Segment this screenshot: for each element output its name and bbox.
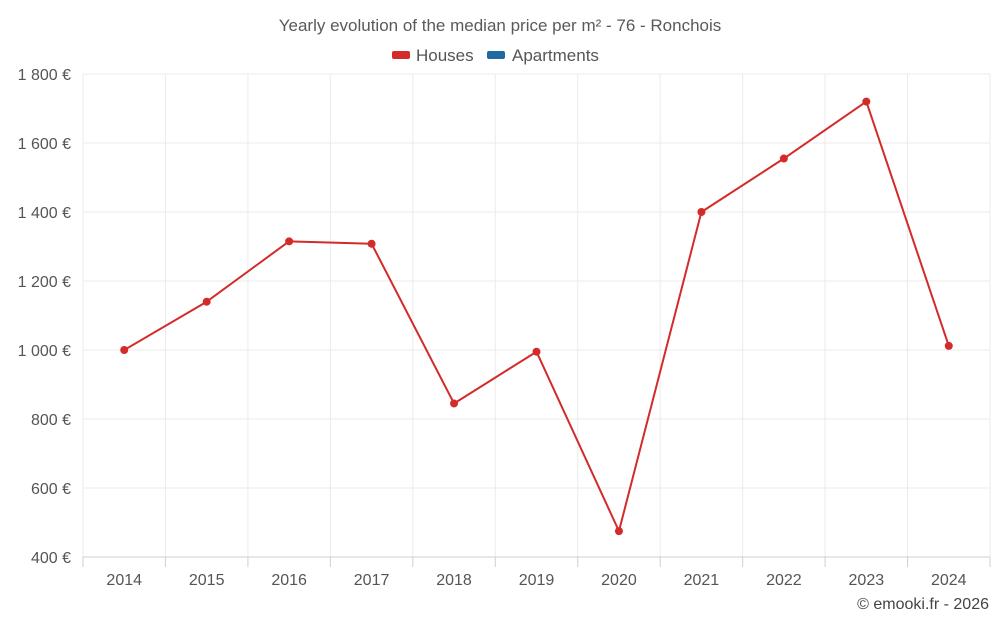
legend-swatch-apartments [487, 51, 505, 59]
x-tick-label: 2024 [931, 572, 967, 589]
x-axis: 2014 2015 2016 2017 2018 2019 2020 2021 2022 2023… [82, 556, 991, 589]
y-tick-label: 1 800 € [18, 67, 71, 84]
legend-swatch-houses [392, 51, 410, 59]
y-tick-label: 1 000 € [18, 343, 71, 360]
x-tick-label: 2020 [601, 572, 637, 589]
x-tick-label: 2016 [271, 572, 307, 589]
data-point-houses-2018[interactable] [450, 399, 459, 408]
data-point-houses-2015[interactable] [202, 297, 211, 306]
legend: Houses Apartments [392, 46, 599, 65]
x-tick-label: 2021 [684, 572, 720, 589]
x-tick-label: 2017 [354, 572, 390, 589]
data-point-houses-2022[interactable] [779, 154, 788, 163]
legend-label-houses[interactable]: Houses [416, 46, 474, 65]
y-tick-label: 1 600 € [18, 136, 71, 153]
x-tick-label: 2023 [849, 572, 885, 589]
data-point-houses-2023[interactable] [862, 97, 871, 106]
chart-title: Yearly evolution of the median price per… [279, 16, 722, 35]
y-axis: 400 € 600 € 800 € 1 000 € 1 200 € 1 400 € 1 60… [18, 67, 71, 567]
x-tick-label: 2022 [766, 572, 802, 589]
y-tick-label: 800 € [31, 412, 71, 429]
data-point-houses-2020[interactable] [614, 527, 623, 536]
x-tick-label: 2015 [189, 572, 225, 589]
data-point-houses-2019[interactable] [532, 347, 541, 356]
legend-item-houses[interactable]: Houses [392, 46, 474, 65]
y-tick-label: 400 € [31, 550, 71, 567]
y-tick-label: 1 200 € [18, 274, 71, 291]
x-tick-label: 2018 [436, 572, 472, 589]
series-houses [120, 97, 953, 536]
data-point-houses-2017[interactable] [367, 239, 376, 248]
legend-label-apartments[interactable]: Apartments [512, 46, 599, 65]
x-tick-label: 2014 [106, 572, 142, 589]
grid [82, 73, 991, 557]
legend-item-apartments[interactable]: Apartments [487, 46, 599, 65]
x-tick-label: 2019 [519, 572, 555, 589]
y-tick-label: 600 € [31, 481, 71, 498]
data-point-houses-2014[interactable] [120, 346, 129, 354]
data-point-houses-2016[interactable] [285, 237, 294, 246]
y-tick-label: 1 400 € [18, 205, 71, 222]
data-point-houses-2024[interactable] [944, 341, 953, 350]
credit-text: © emooki.fr - 2026 [857, 596, 989, 613]
data-point-houses-2021[interactable] [697, 208, 706, 216]
